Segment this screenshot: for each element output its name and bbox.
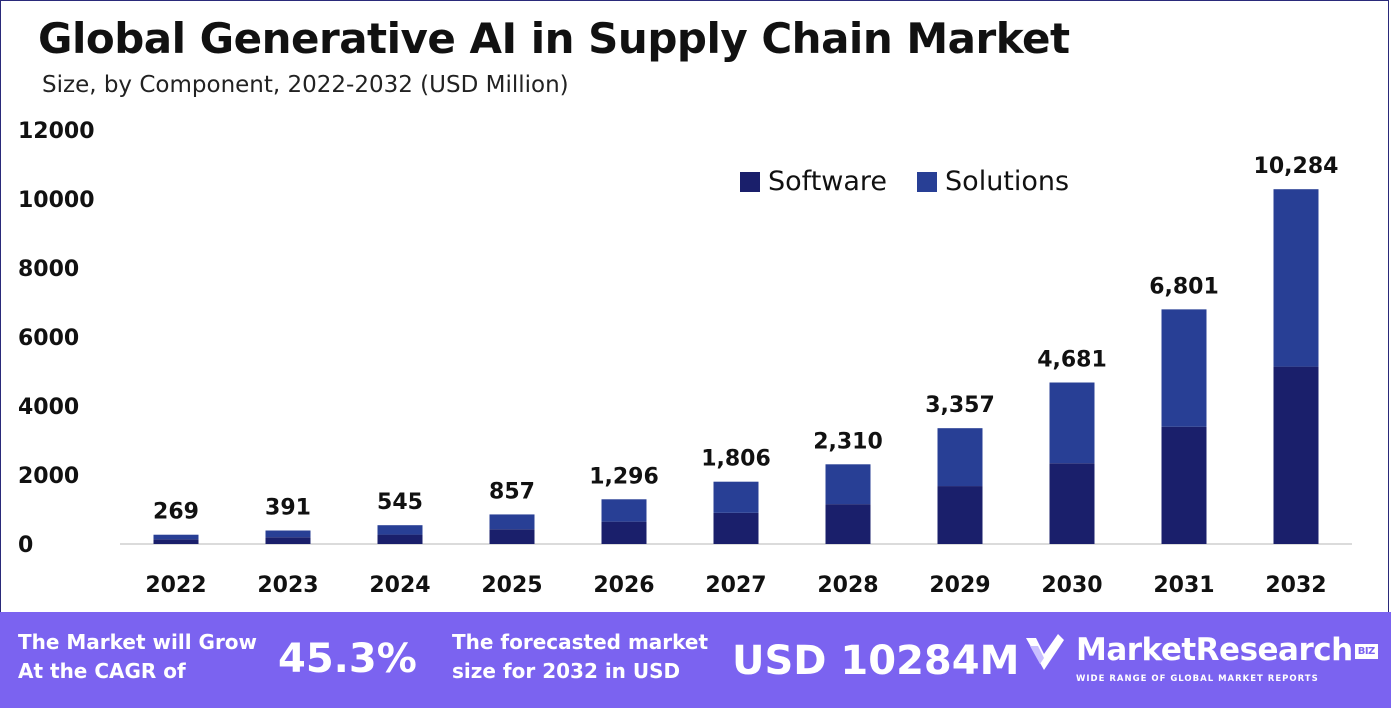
bar-solutions-2023 xyxy=(265,530,311,538)
bar-solutions-2022 xyxy=(153,534,199,540)
bar-software-2025 xyxy=(489,529,535,544)
logo-name: MarketResearch xyxy=(1076,632,1353,668)
y-tick-label: 10000 xyxy=(18,188,95,213)
bar-total-label: 10,284 xyxy=(1254,154,1339,179)
x-tick-label: 2027 xyxy=(705,573,766,598)
bar-software-2026 xyxy=(601,521,647,544)
x-tick-label: 2031 xyxy=(1153,573,1214,598)
cagr-value: 45.3% xyxy=(278,636,417,682)
bar-total-label: 391 xyxy=(265,496,311,521)
chart-title: Global Generative AI in Supply Chain Mar… xyxy=(38,14,1070,63)
x-tick-label: 2024 xyxy=(369,573,430,598)
bar-solutions-2026 xyxy=(601,499,647,522)
cagr-text-line1: The Market will Grow xyxy=(18,630,258,654)
x-tick-label: 2023 xyxy=(257,573,318,598)
cagr-text-line2: At the CAGR of xyxy=(18,659,186,683)
bar-total-label: 545 xyxy=(377,490,423,515)
legend-label-solutions: Solutions xyxy=(945,166,1070,197)
legend: Software Solutions xyxy=(740,166,1069,197)
bar-software-2023 xyxy=(265,537,311,544)
bar-software-2024 xyxy=(377,534,423,544)
bar-software-2022 xyxy=(153,539,199,544)
bar-solutions-2029 xyxy=(937,428,983,487)
bar-software-2028 xyxy=(825,504,871,544)
bar-total-label: 1,296 xyxy=(589,464,659,489)
bar-solutions-2027 xyxy=(713,481,759,513)
bar-solutions-2032 xyxy=(1273,189,1319,367)
checkmark-m-icon xyxy=(1026,634,1064,670)
x-tick-label: 2032 xyxy=(1265,573,1326,598)
bar-total-label: 1,806 xyxy=(701,447,771,472)
forecast-text: The forecasted market size for 2032 in U… xyxy=(452,628,708,686)
y-tick-label: 4000 xyxy=(18,395,79,420)
bar-total-label: 857 xyxy=(489,479,535,504)
chart-subtitle: Size, by Component, 2022-2032 (USD Milli… xyxy=(42,72,569,98)
legend-swatch-solutions xyxy=(917,171,938,192)
bar-chart: 0 2000 4000 6000 8000 10000 12000 269 2022 391 202… xyxy=(18,119,1352,598)
bar-solutions-2025 xyxy=(489,514,535,530)
legend-swatch-software xyxy=(740,171,760,192)
bar-solutions-2024 xyxy=(377,525,423,535)
cagr-text: The Market will Grow At the CAGR of xyxy=(18,628,257,686)
bar-solutions-2028 xyxy=(825,464,871,505)
logo-text: MarketResearch BIZ xyxy=(1076,632,1378,668)
x-tick-label: 2026 xyxy=(593,573,654,598)
legend-label-software: Software xyxy=(768,166,888,197)
y-tick-label: 6000 xyxy=(18,326,79,351)
x-tick-label: 2030 xyxy=(1041,573,1102,598)
logo-badge: BIZ xyxy=(1354,644,1378,659)
bar-total-label: 6,801 xyxy=(1149,274,1219,299)
bar-software-2030 xyxy=(1049,463,1095,544)
x-tick-label: 2029 xyxy=(929,573,990,598)
forecast-text-line1: The forecasted market xyxy=(452,630,709,654)
bar-total-label: 4,681 xyxy=(1037,348,1107,373)
bar-total-label: 2,310 xyxy=(813,429,883,454)
forecast-value: USD 10284M xyxy=(732,638,1020,684)
bar-software-2027 xyxy=(713,512,759,544)
y-tick-label: 2000 xyxy=(18,464,79,489)
bar-software-2031 xyxy=(1161,426,1207,544)
x-tick-label: 2022 xyxy=(145,573,206,598)
legend-item-solutions: Solutions xyxy=(917,166,1069,197)
bar-total-label: 3,357 xyxy=(925,393,995,418)
y-tick-label: 8000 xyxy=(18,257,79,282)
bar-total-label: 269 xyxy=(153,500,199,525)
x-tick-label: 2025 xyxy=(481,573,542,598)
x-tick-label: 2028 xyxy=(817,573,878,598)
logo-tagline: WIDE RANGE OF GLOBAL MARKET REPORTS xyxy=(1076,674,1319,684)
forecast-text-line2: size for 2032 in USD xyxy=(452,659,681,683)
bar-software-2032 xyxy=(1273,366,1319,544)
bar-software-2029 xyxy=(937,486,983,544)
footer-banner: The Market will Grow At the CAGR of 45.3… xyxy=(0,612,1391,708)
legend-item-software: Software xyxy=(740,166,887,197)
y-tick-label: 12000 xyxy=(18,119,95,144)
bar-solutions-2030 xyxy=(1049,382,1095,464)
bar-solutions-2031 xyxy=(1161,309,1207,427)
y-tick-label: 0 xyxy=(18,533,33,558)
